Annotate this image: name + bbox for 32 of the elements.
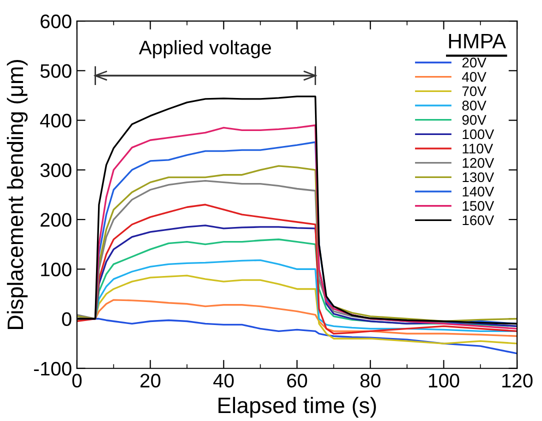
legend-label: 130V (462, 172, 494, 182)
x-tick-label: 20 (140, 374, 160, 388)
legend-label: 90V (462, 115, 486, 125)
y-axis-title: Displacement bending (μm) (6, 60, 28, 329)
legend-label: 100V (462, 129, 494, 140)
x-tick-label: 100 (428, 374, 460, 388)
y-tick-label: 600 (40, 14, 72, 28)
x-tick-label: 0 (72, 374, 82, 388)
legend-label: 160V (462, 215, 494, 226)
legend-label: 110V (462, 144, 494, 154)
x-tick-label: 40 (213, 374, 234, 388)
legend-label: 70V (462, 86, 486, 96)
x-tick-label: 60 (287, 374, 308, 388)
legend-label: 150V (462, 201, 494, 211)
y-tick-label: 200 (40, 212, 72, 227)
legend-label: 120V (462, 158, 494, 168)
legend-label: 20V (462, 58, 486, 68)
x-axis-title: Elapsed time (s) (218, 396, 376, 418)
y-tick-label: 500 (40, 64, 72, 78)
annotation: HMPA (449, 34, 506, 48)
legend-label: 40V (462, 72, 486, 82)
annotation: Applied voltage (138, 40, 271, 58)
x-tick-label: 80 (360, 374, 380, 388)
x-tick-label: 120 (502, 374, 533, 388)
legend-label: 80V (462, 100, 486, 110)
y-tick-label: 300 (40, 163, 72, 178)
line-series (76, 274, 518, 344)
y-tick-label: 100 (41, 262, 72, 276)
y-tick-label: -100 (34, 362, 72, 376)
y-tick-label: 0 (62, 312, 72, 326)
y-tick-label: 400 (40, 114, 72, 128)
legend-label: 140V (462, 186, 494, 197)
